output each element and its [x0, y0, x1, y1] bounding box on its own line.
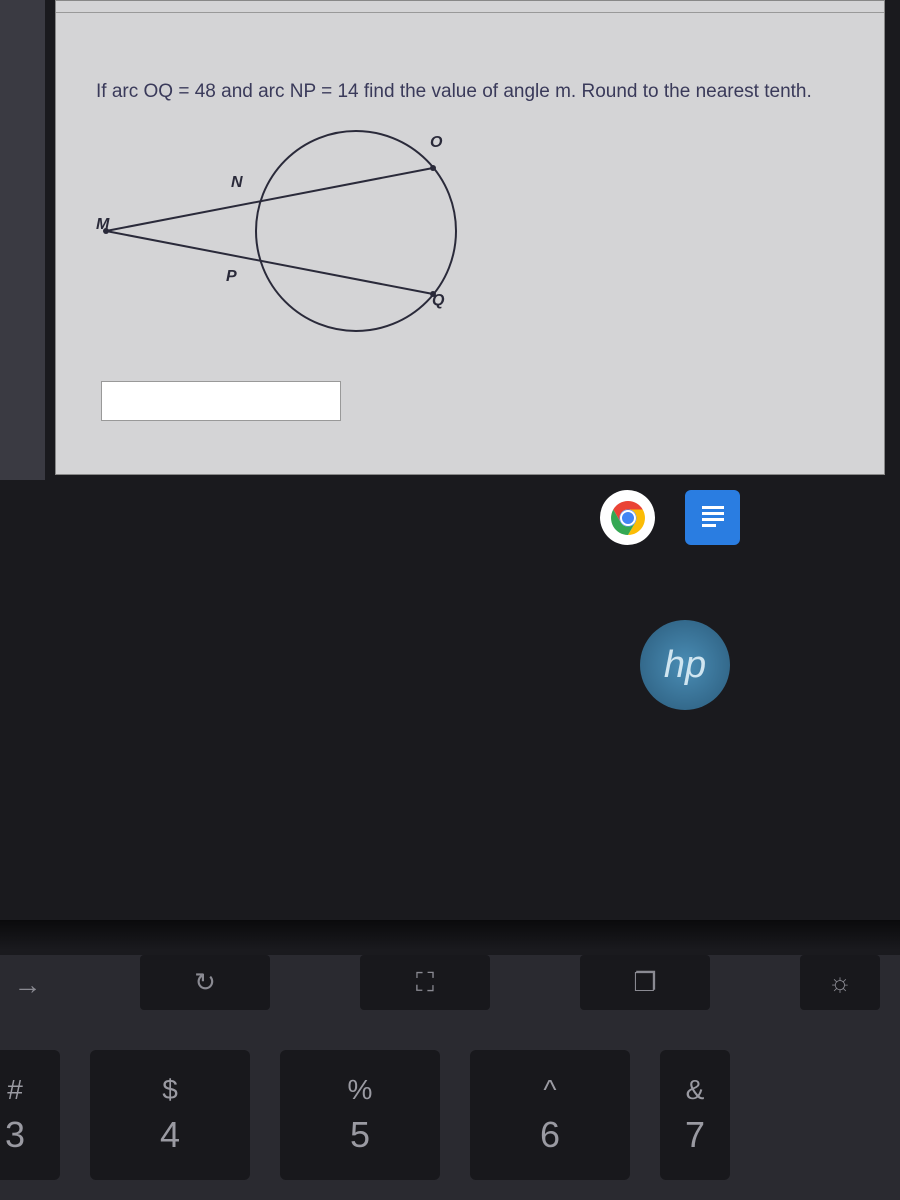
- arrow-right-key[interactable]: →: [0, 965, 55, 1005]
- key-7-number: 7: [685, 1114, 705, 1156]
- question-text: If arc OQ = 48 and arc NP = 14 find the …: [96, 81, 812, 103]
- refresh-key[interactable]: ↻: [140, 955, 270, 1010]
- key-7-symbol: &: [686, 1074, 705, 1106]
- key-4[interactable]: $ 4: [90, 1050, 250, 1180]
- key-7[interactable]: & 7: [660, 1050, 730, 1180]
- hp-logo: hp: [640, 620, 730, 710]
- geometry-diagram: M N O P Q: [96, 121, 496, 361]
- point-o: [430, 165, 436, 171]
- chrome-icon[interactable]: [600, 490, 655, 545]
- key-5-symbol: %: [348, 1074, 373, 1106]
- key-6[interactable]: ^ 6: [470, 1050, 630, 1180]
- windows-icon: ❐: [633, 967, 656, 998]
- answer-input[interactable]: [101, 381, 341, 421]
- key-5-number: 5: [350, 1114, 370, 1156]
- hp-text: hp: [664, 644, 706, 687]
- key-6-symbol: ^: [543, 1074, 556, 1106]
- fullscreen-key[interactable]: ⛶: [360, 955, 490, 1010]
- window-edge: [0, 0, 45, 480]
- document-icon[interactable]: [685, 490, 740, 545]
- quiz-panel: If arc OQ = 48 and arc NP = 14 find the …: [55, 0, 885, 475]
- secant-mq: [106, 231, 433, 294]
- fullscreen-icon: ⛶: [416, 967, 434, 999]
- label-n: N: [231, 174, 243, 191]
- taskbar: [600, 490, 740, 545]
- windows-key[interactable]: ❐: [580, 955, 710, 1010]
- circle: [256, 131, 456, 331]
- key-4-symbol: $: [162, 1074, 178, 1106]
- key-5[interactable]: % 5: [280, 1050, 440, 1180]
- keyboard: → ↻ ⛶ ❐ ☼ # 3 $ 4 % 5 ^ 6: [0, 955, 900, 1200]
- refresh-icon: ↻: [194, 967, 216, 998]
- key-4-number: 4: [160, 1114, 180, 1156]
- key-3[interactable]: # 3: [0, 1050, 60, 1180]
- arrow-glyph: →: [14, 969, 42, 1001]
- brightness-icon: ☼: [828, 967, 852, 998]
- label-m: M: [96, 216, 110, 233]
- key-6-number: 6: [540, 1114, 560, 1156]
- label-q: Q: [432, 292, 445, 309]
- brightness-key[interactable]: ☼: [800, 955, 880, 1010]
- key-3-number: 3: [5, 1114, 25, 1156]
- tab-strip: [56, 1, 884, 13]
- secant-mo: [106, 168, 433, 231]
- display-bezel: [0, 920, 900, 950]
- label-o: O: [430, 134, 443, 151]
- key-3-symbol: #: [7, 1074, 23, 1106]
- label-p: P: [226, 268, 237, 285]
